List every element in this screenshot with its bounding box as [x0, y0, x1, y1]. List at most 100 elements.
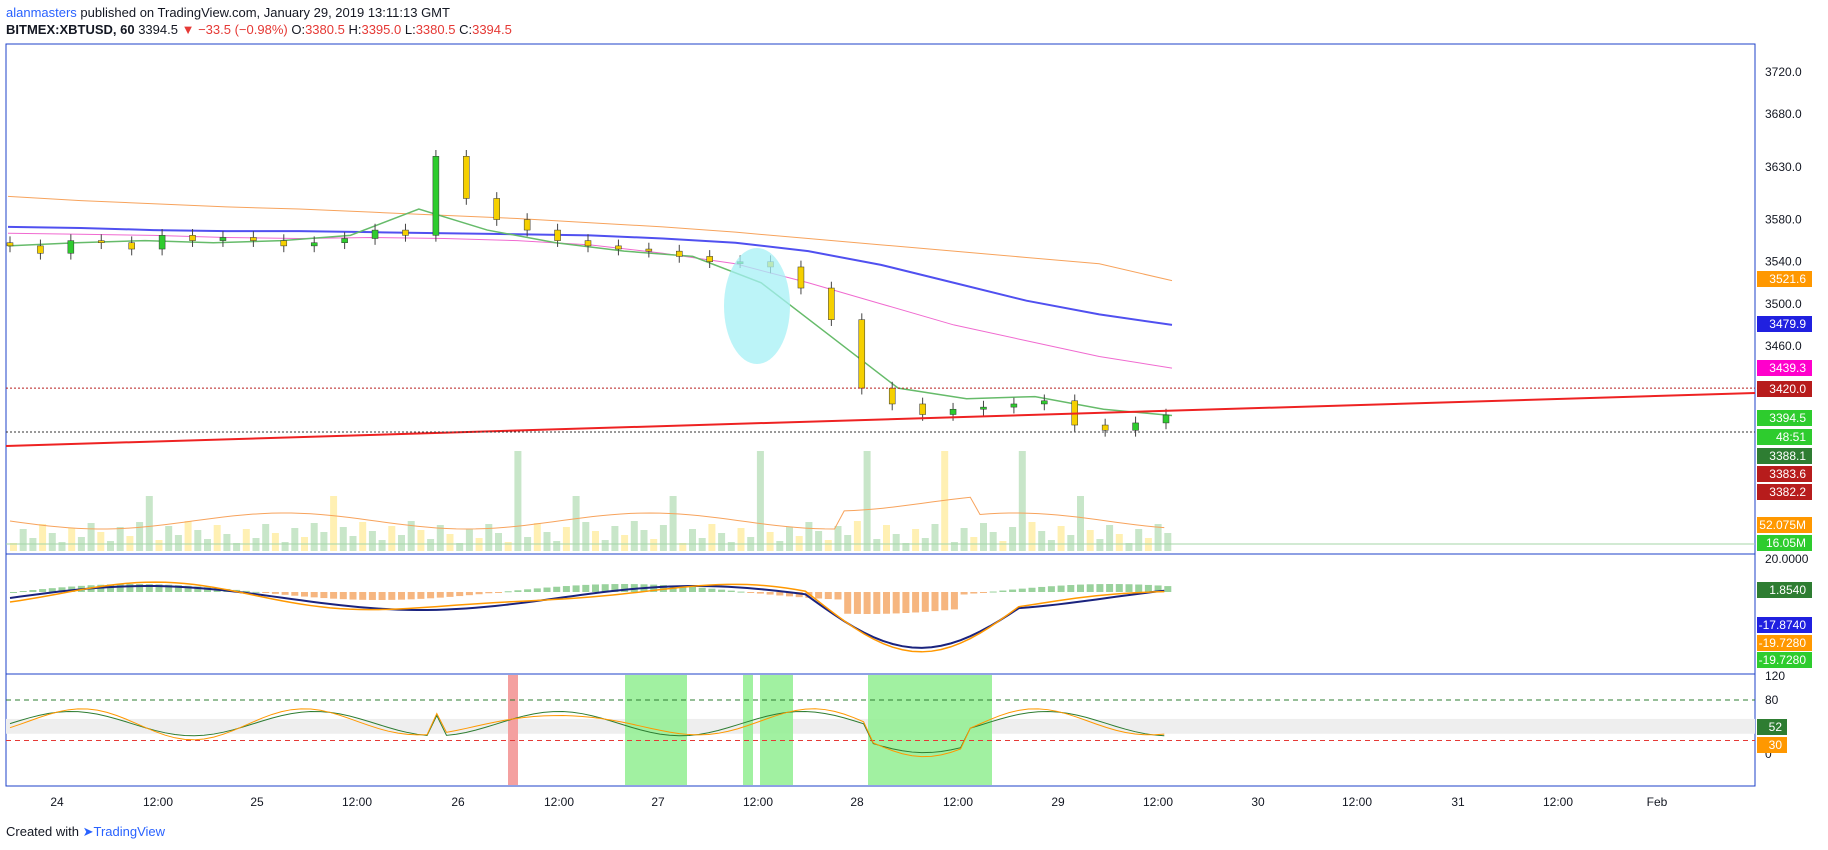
macd-histogram-bar — [950, 592, 958, 610]
volume-bar — [504, 542, 512, 551]
time-axis-tick: 29 — [1051, 795, 1065, 809]
price-pane-border — [5, 43, 1756, 555]
macd-histogram-bar — [815, 592, 823, 599]
macd-histogram-bar — [1125, 584, 1133, 592]
macd-histogram-bar — [456, 592, 464, 597]
macd-histogram-bar — [1009, 589, 1017, 592]
macd-tag-bg — [1757, 617, 1812, 633]
price-tag-label: 3521.6 — [1769, 272, 1806, 286]
candle-body — [432, 156, 440, 236]
candle-body — [280, 240, 288, 247]
macd-histogram-bar — [737, 591, 745, 593]
candle-body — [554, 229, 561, 241]
macd-histogram-bar — [242, 590, 250, 592]
volume-bar — [417, 530, 425, 551]
volume-bar — [68, 528, 76, 551]
macd-histogram-bar — [883, 592, 890, 614]
macd-histogram-bar — [524, 589, 532, 592]
volume-bar — [824, 540, 832, 551]
volume-bar — [718, 533, 726, 551]
volume-bar — [621, 535, 629, 551]
volume-bar — [485, 524, 493, 551]
volume-bar — [815, 531, 823, 551]
rsi-oversold-zone — [868, 675, 992, 785]
macd-histogram-bar — [824, 592, 832, 600]
volume-bar — [640, 530, 648, 551]
volume-bar — [1125, 543, 1133, 551]
macd-histogram-bar — [126, 584, 134, 592]
candle-body — [1101, 424, 1109, 431]
candle-body — [919, 403, 926, 415]
macd-histogram-bar — [107, 584, 114, 592]
macd-histogram-bar — [310, 592, 318, 598]
price-tags: 3521.6 3479.9 3439.3 3420.0 3394.5 48:51 3388.… — [1757, 271, 1812, 753]
candle-body — [980, 406, 987, 410]
volume-bar — [107, 541, 114, 551]
macd-histogram-bar — [330, 592, 338, 599]
time-axis-tick: 26 — [451, 795, 465, 809]
macd-tag-label: 1.8540 — [1769, 583, 1806, 597]
volume-bar — [786, 527, 793, 551]
author-link[interactable]: alanmasters — [6, 5, 77, 20]
candle-body — [584, 240, 592, 247]
candle-body — [888, 387, 896, 405]
macd-histogram-bar — [592, 584, 599, 592]
candle-body — [1162, 414, 1170, 424]
candle-body — [645, 248, 653, 252]
rsi-oversold-zone — [760, 675, 793, 785]
volume-bar — [184, 521, 192, 551]
macd-histogram-bar — [339, 592, 347, 600]
volume-bar — [1057, 526, 1065, 551]
candle-body — [949, 408, 957, 415]
macd-histogram-bar — [504, 591, 512, 593]
volume-bar — [873, 539, 881, 551]
macd-histogram-bar — [1077, 584, 1084, 592]
macd-histogram-bar — [543, 587, 551, 592]
tradingview-link[interactable]: TradingView — [93, 824, 166, 839]
candle-body — [615, 245, 622, 250]
macd-histogram-bar — [941, 592, 949, 611]
price-axis-tick: 3580.0 — [1765, 213, 1802, 227]
volume-bar — [1115, 534, 1123, 551]
volume-bar — [155, 540, 163, 551]
macd-histogram-bar — [349, 592, 357, 600]
macd-histogram-bar — [611, 584, 619, 592]
macd-histogram-bar — [873, 592, 881, 614]
macd-histogram-bar — [1028, 587, 1036, 592]
symbol-label[interactable]: BITMEX:XBTUSD, 60 — [6, 22, 135, 37]
candle-body — [6, 242, 14, 247]
chart-attribution: alanmasters published on TradingView.com… — [6, 4, 450, 22]
volume-bar — [689, 529, 696, 551]
macd-histogram-bar — [533, 588, 541, 592]
macd-histogram-bar — [116, 584, 124, 592]
volume-bar — [10, 543, 17, 551]
macd-histogram-bar — [514, 590, 522, 592]
time-axis-tick: Feb — [1647, 795, 1668, 809]
close-label: C: — [459, 22, 473, 37]
volume-bar — [116, 527, 124, 551]
macd-histogram-bar — [174, 585, 182, 592]
volume-bar — [562, 527, 570, 551]
price-tag-label: 3420.0 — [1769, 382, 1806, 396]
volume-bar — [912, 529, 920, 551]
macd-histogram-bar — [446, 592, 454, 597]
volume-bar — [980, 523, 987, 551]
macd-histogram-bar — [1144, 584, 1152, 592]
volume-bar — [19, 529, 27, 551]
candle-body — [706, 256, 713, 262]
price-tag-label: 3382.2 — [1769, 485, 1806, 499]
macd-histogram-bar — [407, 592, 415, 600]
rsi-tag-label: 52 — [1769, 720, 1783, 734]
time-axis-tick: 28 — [850, 795, 864, 809]
rsi-tag-bg — [1757, 737, 1787, 753]
macd-histogram-bar — [1115, 584, 1123, 592]
macd-histogram-bar — [19, 591, 27, 593]
volume-bar — [931, 524, 939, 551]
price-tag-label: 3439.3 — [1769, 361, 1806, 375]
volume-bar — [999, 541, 1007, 551]
macd-pane — [9, 581, 1172, 653]
candle-body — [219, 237, 227, 241]
candle-body — [37, 245, 44, 254]
macd-histogram-bar — [475, 592, 483, 595]
